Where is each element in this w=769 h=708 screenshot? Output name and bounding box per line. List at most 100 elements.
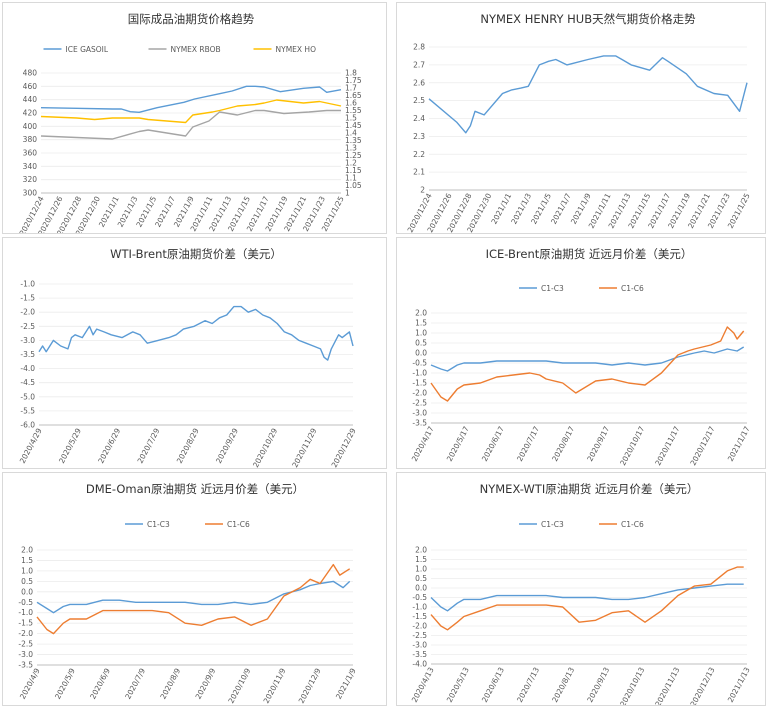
x-tick-label: 2020/12/13 (688, 666, 716, 705)
y-tick-label: -1.0 (18, 608, 33, 617)
y-tick-label: -6.0 (20, 421, 35, 430)
series-line-1 (428, 55, 748, 134)
chart-1: 国际成品油期货价格趋势 300 320 340 360 380 400 420 440 460 48… (18, 12, 362, 233)
legend-label: C1-C3 (147, 520, 170, 529)
x-tick-label: 2020/5/9 (53, 667, 77, 701)
x-tick-label: 2020/7/9 (123, 667, 147, 701)
y2-tick-label: 1.4 (345, 129, 357, 138)
x-tick-label: 2020/9/17 (585, 425, 611, 463)
series-line-2 (430, 326, 745, 402)
x-tick-label: 2020/6/17 (480, 425, 506, 463)
y-tick-label: -3.0 (412, 641, 427, 650)
x-tick-label: 2021/1/13 (726, 666, 752, 704)
y-tick-label: 360 (23, 149, 38, 158)
chart-4: ICE-Brent原油期货 近远月价差（美元）-3.5-3.0-2.5-2.0-… (410, 247, 752, 468)
chart-5: DME-Oman原油期货 近远月价差（美元）-3.5-3.0-2.5-2.0-1… (18, 482, 358, 705)
chart-title: DME-Oman原油期货 近远月价差（美元） (86, 482, 304, 496)
y-tick-label: 320 (23, 175, 38, 184)
y-tick-label: -3.0 (18, 650, 33, 659)
y-tick-label: -1.5 (18, 619, 33, 628)
legend-label: NYMEX RBOB (171, 45, 221, 54)
x-tick-label: 2020/6/29 (96, 427, 122, 465)
legend-label: ICE GASOIL (66, 45, 109, 54)
y-tick-label: 440 (23, 95, 38, 104)
y-tick-label: 460 (23, 82, 38, 91)
x-tick-label: 2020/9/9 (194, 667, 218, 701)
y-tick-label: -1.5 (20, 294, 35, 303)
y-tick-label: 1.0 (21, 566, 33, 575)
y-tick-label: -5.5 (20, 406, 35, 415)
y2-tick-label: 1.35 (345, 136, 362, 145)
chart-panel-2: NYMEX HENRY HUB天然气期货价格走势 2 2.1 2.2 2.3 2.4 2.5… (396, 2, 766, 234)
x-tick-label: 2020/4/17 (410, 425, 436, 463)
series-line-1 (430, 583, 744, 612)
y-tick-label: -2.0 (412, 389, 427, 398)
y-tick-label: 2.2 (413, 150, 425, 159)
x-tick-label: 2020/9/29 (214, 427, 240, 465)
series-line-2 (430, 566, 744, 631)
x-tick-label: 2020/11/17 (653, 425, 681, 468)
y-tick-label: -2.5 (412, 399, 427, 408)
series-line-1 (40, 85, 342, 114)
x-tick-label: 2021/1/17 (726, 425, 752, 463)
x-tick-label: 2020/12/17 (688, 425, 716, 468)
y-tick-label: 1.0 (415, 565, 427, 574)
y-tick-label: -3.5 (412, 419, 427, 428)
legend-label: C1-C6 (621, 284, 644, 293)
legend-label: C1-C6 (227, 520, 250, 529)
chart-panel-3: WTI-Brent原油期货价差（美元） -6.0 -5.5 -5.0 -4.5 -4.0 -… (2, 237, 387, 469)
x-tick-label: 2020/4/9 (18, 667, 42, 701)
y-tick-label: -2.0 (412, 622, 427, 631)
x-tick-label: 2020/12/29 (330, 427, 358, 468)
y-tick-label: 2.0 (21, 546, 33, 555)
x-tick-label: 2020/4/29 (18, 427, 44, 465)
y-tick-label: 2 (420, 186, 425, 195)
x-tick-label: 2021/1/9 (334, 667, 358, 701)
y-tick-label: -2.5 (412, 631, 427, 640)
y-tick-label: 480 (23, 69, 38, 78)
y-tick-label: 0.5 (21, 577, 33, 586)
chart-title: WTI-Brent原油期货价差（美元） (110, 247, 282, 261)
y-tick-label: -3.5 (20, 350, 35, 359)
series-line-2 (40, 109, 341, 140)
x-tick-label: 2020/8/29 (175, 427, 201, 465)
y-tick-label: -2.5 (20, 322, 35, 331)
x-tick-label: 2020/8/9 (158, 667, 182, 701)
y2-tick-label: 1.6 (345, 99, 357, 108)
y2-tick-label: 1.3 (345, 144, 357, 153)
legend-label: NYMEX HO (276, 45, 317, 54)
y2-tick-label: 1.7 (345, 84, 357, 93)
y-tick-label: -4.0 (412, 660, 427, 669)
x-tick-label: 2020/4/13 (410, 666, 436, 704)
y2-tick-label: 1.45 (345, 121, 362, 130)
y-tick-label: -0.5 (412, 593, 427, 602)
y-tick-label: -4.5 (20, 378, 35, 387)
y-tick-label: -2.5 (18, 640, 33, 649)
y-tick-label: -2.0 (20, 308, 35, 317)
y-tick-label: -3.5 (18, 661, 33, 670)
y-tick-label: 2.0 (415, 309, 427, 318)
y-tick-label: 400 (23, 122, 38, 131)
y-tick-label: -1.0 (412, 369, 427, 378)
x-tick-label: 2020/11/13 (653, 666, 681, 705)
y-tick-label: 2.3 (413, 132, 425, 141)
y-tick-label: -3.5 (412, 650, 427, 659)
y-tick-label: -1.0 (20, 280, 35, 289)
y-tick-label: 1.5 (21, 556, 33, 565)
y-tick-label: 2.5 (413, 96, 425, 105)
y2-tick-label: 1.2 (345, 159, 357, 168)
chart-title: NYMEX HENRY HUB天然气期货价格走势 (480, 12, 696, 26)
y-tick-label: -0.5 (18, 598, 33, 607)
y-tick-label: -2.0 (18, 629, 33, 638)
x-tick-label: 2020/5/17 (445, 425, 471, 463)
x-tick-label: 2020/11/29 (290, 427, 318, 468)
chart-panel-4: ICE-Brent原油期货 近远月价差（美元） -3.5 -3.0 -2.5 -2.0-… (396, 237, 766, 469)
x-tick-label: 2020/12/9 (297, 667, 323, 705)
x-tick-label: 2020/10/13 (618, 666, 646, 705)
x-tick-label: 2020/10/9 (226, 667, 252, 705)
x-tick-label: 2020/10/29 (251, 427, 279, 468)
y-tick-label: 2.0 (415, 546, 427, 555)
chart-panel-6: NYMEX-WTI原油期货 近远月价差（美元） -4.0 -3.5 -3.0 -2.5-… (396, 472, 766, 706)
x-tick-label: 2020/8/13 (550, 666, 576, 704)
series-line-3 (40, 99, 342, 124)
